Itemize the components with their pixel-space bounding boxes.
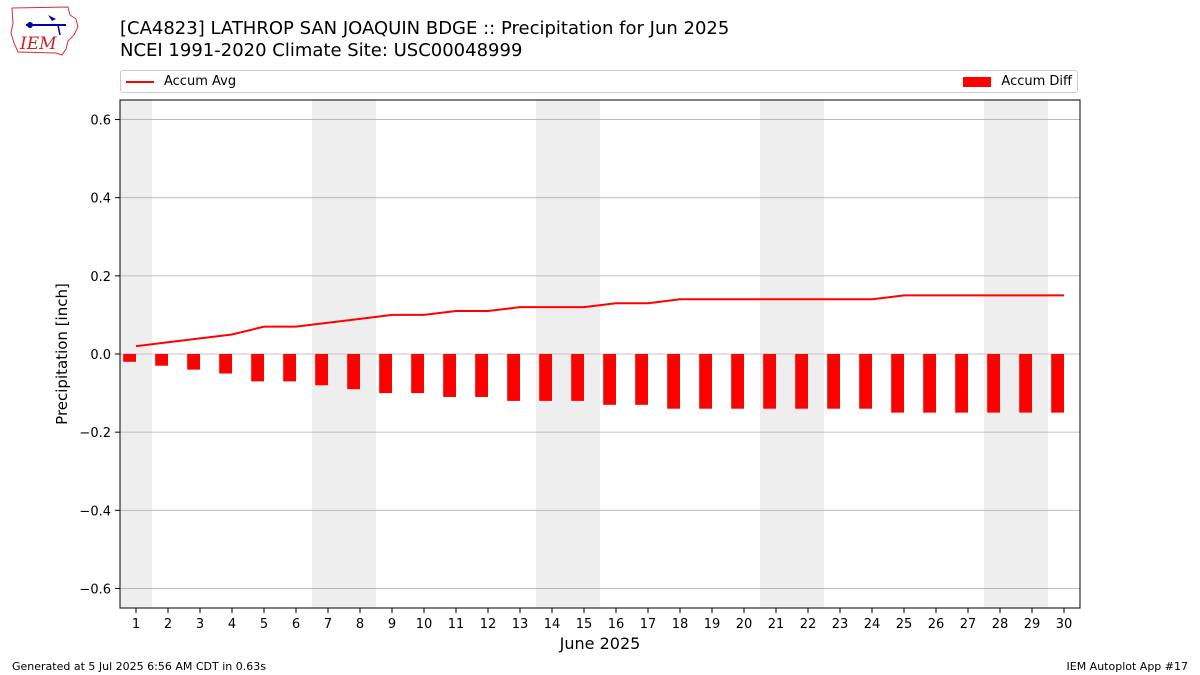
- accum-diff-bar-day-25: [891, 354, 904, 413]
- accum-diff-bar-day-2: [155, 354, 168, 366]
- x-tick-label: 24: [864, 617, 881, 632]
- accum-diff-bar-day-11: [443, 354, 456, 397]
- accum-diff-bar-day-27: [955, 354, 968, 413]
- weekend-shade-day-14: [536, 100, 568, 608]
- accum-diff-bar-day-28: [987, 354, 1000, 413]
- accum-diff-bar-day-15: [571, 354, 584, 401]
- x-tick-label: 16: [608, 617, 625, 632]
- title-line-2: NCEI 1991-2020 Climate Site: USC00048999: [120, 40, 523, 61]
- x-tick-label: 7: [324, 617, 332, 632]
- weekend-shade-day-15: [568, 100, 600, 608]
- x-tick-label: 6: [292, 617, 300, 632]
- legend-label-accum-avg: Accum Avg: [164, 74, 237, 89]
- accum-diff-bar-day-26: [923, 354, 936, 413]
- logo-text: IEM: [19, 34, 57, 54]
- accum-diff-bar-day-10: [411, 354, 424, 394]
- accum-diff-bar-day-1: [123, 354, 136, 362]
- x-tick-label: 26: [928, 617, 945, 632]
- legend-label-accum-diff: Accum Diff: [1001, 74, 1072, 89]
- y-tick-label: 0.2: [90, 270, 111, 285]
- accum-diff-bar-day-4: [219, 354, 232, 374]
- y-tick-label: −0.4: [79, 504, 111, 519]
- accum-diff-bar-day-13: [507, 354, 520, 401]
- app-id: IEM Autoplot App #17: [1066, 660, 1189, 673]
- x-tick-label: 27: [960, 617, 977, 632]
- x-tick-label: 3: [196, 617, 204, 632]
- weekend-shade-day-22: [792, 100, 824, 608]
- accum-diff-bar-day-9: [379, 354, 392, 394]
- x-tick-label: 28: [992, 617, 1009, 632]
- weekend-shade-day-1: [120, 100, 152, 608]
- weekend-shade-day-28: [984, 100, 1016, 608]
- x-tick-label: 29: [1024, 617, 1041, 632]
- accum-diff-bar-day-6: [283, 354, 296, 382]
- x-tick-label: 18: [672, 617, 689, 632]
- x-tick-label: 20: [736, 617, 753, 632]
- x-tick-label: 14: [544, 617, 561, 632]
- x-tick-label: 9: [388, 617, 396, 632]
- chart-title: [CA4823] LATHROP SAN JOAQUIN BDGE :: Pre…: [120, 18, 729, 62]
- accum-diff-bar-day-19: [699, 354, 712, 409]
- x-tick-label: 2: [164, 617, 172, 632]
- weekend-shade-day-7: [312, 100, 344, 608]
- x-tick-label: 30: [1056, 617, 1073, 632]
- x-tick-label: 12: [480, 617, 497, 632]
- x-tick-label: 10: [416, 617, 433, 632]
- generated-timestamp: Generated at 5 Jul 2025 6:56 AM CDT in 0…: [12, 660, 266, 673]
- accum-diff-bar-day-30: [1051, 354, 1064, 413]
- x-tick-label: 11: [448, 617, 465, 632]
- accum-diff-bar-day-18: [667, 354, 680, 409]
- accum-diff-bar-day-14: [539, 354, 552, 401]
- x-tick-label: 21: [768, 617, 785, 632]
- legend-item-accum-avg: Accum Avg: [126, 74, 236, 89]
- x-tick-label: 17: [640, 617, 657, 632]
- accum-avg-line: [135, 294, 1064, 348]
- x-tick-label: 4: [228, 617, 236, 632]
- legend-bar-swatch: [963, 76, 992, 87]
- legend-item-accum-diff: Accum Diff: [963, 74, 1072, 89]
- weekend-shade-day-8: [344, 100, 376, 608]
- x-axis-label: June 2025: [559, 634, 641, 653]
- accum-diff-bar-day-5: [251, 354, 264, 382]
- accum-diff-bar-day-29: [1019, 354, 1032, 413]
- y-tick-label: 0.4: [90, 192, 111, 207]
- y-tick-label: 0.0: [90, 348, 111, 363]
- legend-line-swatch: [126, 80, 154, 83]
- accum-diff-bar-day-17: [635, 354, 648, 405]
- accum-diff-bar-day-8: [347, 354, 360, 390]
- title-line-1: [CA4823] LATHROP SAN JOAQUIN BDGE :: Pre…: [120, 18, 730, 39]
- weekend-shade-day-21: [760, 100, 792, 608]
- y-tick-label: −0.2: [79, 426, 111, 441]
- accum-diff-bar-day-23: [827, 354, 840, 409]
- accum-diff-bar-day-22: [795, 354, 808, 409]
- weekend-shade-day-29: [1016, 100, 1048, 608]
- x-tick-label: 23: [832, 617, 849, 632]
- accum-diff-bar-day-12: [475, 354, 488, 397]
- accum-diff-bar-day-20: [731, 354, 744, 409]
- y-tick-label: −0.6: [79, 582, 111, 597]
- x-tick-label: 8: [356, 617, 364, 632]
- accum-diff-bar-day-21: [763, 354, 776, 409]
- accum-diff-bar-day-3: [187, 354, 200, 370]
- plot-frame: [119, 99, 1081, 609]
- legend: Accum Avg Accum Diff: [120, 70, 1078, 93]
- x-tick-label: 22: [800, 617, 817, 632]
- x-tick-label: 13: [512, 617, 529, 632]
- accum-diff-bar-day-24: [859, 354, 872, 409]
- x-tick-label: 25: [896, 617, 913, 632]
- y-axis-label: Precipitation [inch]: [53, 283, 71, 425]
- x-tick-label: 19: [704, 617, 721, 632]
- y-tick-label: 0.6: [90, 114, 111, 129]
- x-tick-label: 1: [132, 617, 140, 632]
- x-tick-label: 15: [576, 617, 593, 632]
- accum-diff-bar-day-7: [315, 354, 328, 386]
- x-tick-label: 5: [260, 617, 268, 632]
- accum-diff-bar-day-16: [603, 354, 616, 405]
- iem-logo: IEM: [10, 6, 79, 56]
